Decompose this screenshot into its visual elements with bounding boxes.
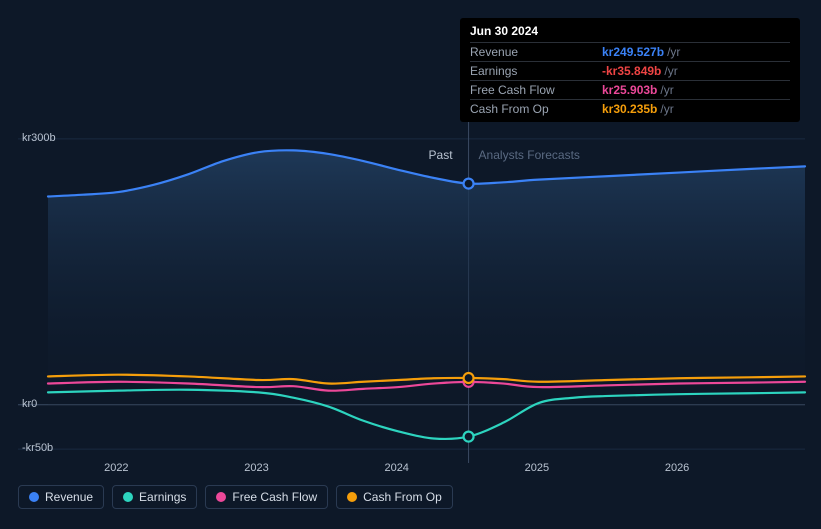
legend-dot-icon [123, 492, 133, 502]
legend-label: Revenue [45, 490, 93, 504]
tooltip-row-label: Earnings [470, 64, 590, 78]
tooltip-value-text: kr249.527b [602, 45, 664, 59]
tooltip-value-text: kr25.903b [602, 83, 657, 97]
forecast-section-label: Analysts Forecasts [479, 148, 580, 162]
marker-earnings [464, 432, 474, 442]
legend-label: Cash From Op [363, 490, 442, 504]
legend-dot-icon [347, 492, 357, 502]
tooltip-row-revenue: Revenue kr249.527b/yr [470, 42, 790, 61]
data-tooltip: Jun 30 2024 Revenuekr249.527b/yrEarnings… [460, 18, 800, 122]
tooltip-row-cash-from-op: Cash From Op kr30.235b/yr [470, 99, 790, 118]
x-tick-label: 2026 [665, 462, 689, 474]
tooltip-row-value: kr249.527b/yr [602, 45, 680, 59]
tooltip-unit: /yr [667, 45, 680, 59]
financials-chart: -kr50b kr0 kr300b 2022 2023 2024 2025 2026 Pas… [0, 0, 821, 524]
x-tick-label: 2024 [384, 462, 408, 474]
x-tick-label: 2022 [104, 462, 128, 474]
y-tick-label: kr300b [22, 132, 56, 144]
tooltip-row-earnings: Earnings -kr35.849b/yr [470, 61, 790, 80]
tooltip-row-label: Revenue [470, 45, 590, 59]
tooltip-row-value: kr25.903b/yr [602, 83, 674, 97]
tooltip-row-value: kr30.235b/yr [602, 102, 674, 116]
legend-item-revenue[interactable]: Revenue [18, 485, 104, 509]
tooltip-row-value: -kr35.849b/yr [602, 64, 678, 78]
marker-revenue [464, 179, 474, 189]
legend-label: Earnings [139, 490, 186, 504]
x-tick-label: 2025 [525, 462, 549, 474]
tooltip-value-text: -kr35.849b [602, 64, 661, 78]
area-revenue [48, 150, 805, 405]
y-tick-label: -kr50b [22, 442, 53, 454]
legend-label: Free Cash Flow [232, 490, 317, 504]
tooltip-row-label: Cash From Op [470, 102, 590, 116]
tooltip-row-free-cash-flow: Free Cash Flow kr25.903b/yr [470, 80, 790, 99]
tooltip-date: Jun 30 2024 [470, 24, 790, 42]
legend: Revenue Earnings Free Cash Flow Cash From O… [18, 485, 453, 509]
tooltip-value-text: kr30.235b [602, 102, 657, 116]
past-section-label: Past [429, 148, 453, 162]
x-tick-label: 2023 [244, 462, 268, 474]
y-tick-label: kr0 [22, 398, 37, 410]
tooltip-row-label: Free Cash Flow [470, 83, 590, 97]
legend-item-cfo[interactable]: Cash From Op [336, 485, 453, 509]
tooltip-unit: /yr [660, 83, 673, 97]
tooltip-unit: /yr [660, 102, 673, 116]
legend-dot-icon [216, 492, 226, 502]
tooltip-unit: /yr [664, 64, 677, 78]
legend-item-earnings[interactable]: Earnings [112, 485, 197, 509]
legend-dot-icon [29, 492, 39, 502]
legend-item-fcf[interactable]: Free Cash Flow [205, 485, 328, 509]
marker-cfo [464, 373, 474, 383]
